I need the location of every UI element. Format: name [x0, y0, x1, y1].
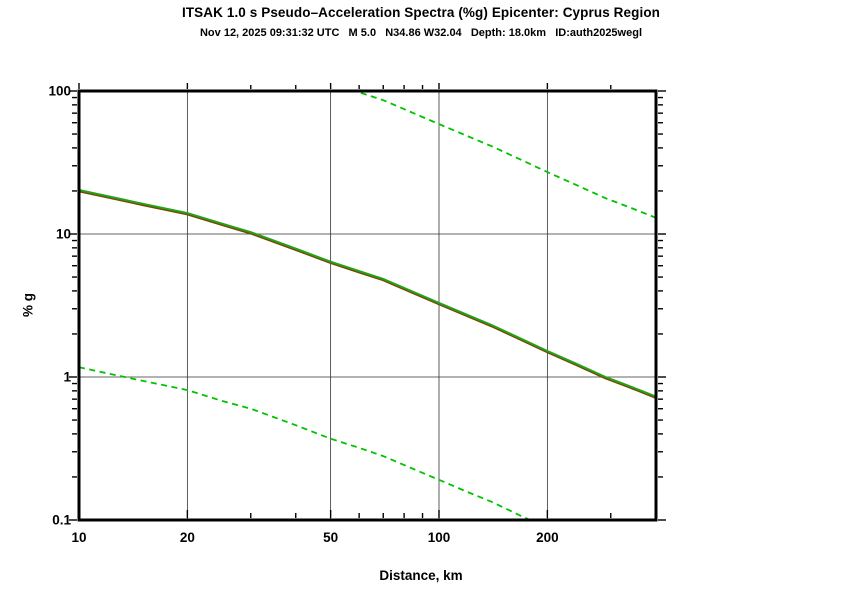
chart-title: ITSAK 1.0 s Pseudo–Acceleration Spectra … — [181, 5, 661, 20]
x-tick-label: 20 — [180, 530, 195, 545]
plot-frame — [77, 89, 658, 522]
curve-median — [79, 189, 656, 398]
x-tick-label: 10 — [71, 530, 86, 545]
curve-plus-one-sigma — [352, 91, 656, 219]
y-tick-label: 10 — [56, 227, 71, 242]
curve-minus-one-sigma — [79, 366, 533, 520]
x-tick-label: 200 — [536, 530, 559, 545]
y-tick-label: 0.1 — [52, 513, 71, 528]
chart-subtitle: Nov 12, 2025 09:31:32 UTC M 5.0 N34.86 W… — [199, 27, 643, 39]
y-tick-label: 100 — [48, 84, 71, 99]
y-tick-label: 1 — [63, 370, 71, 385]
x-axis-label: Distance, km — [379, 568, 463, 583]
x-tick-label: 50 — [323, 530, 338, 545]
curve-median-shadow — [79, 189, 656, 399]
x-tick-label: 100 — [428, 530, 451, 545]
y-axis-label: % g — [20, 292, 36, 318]
